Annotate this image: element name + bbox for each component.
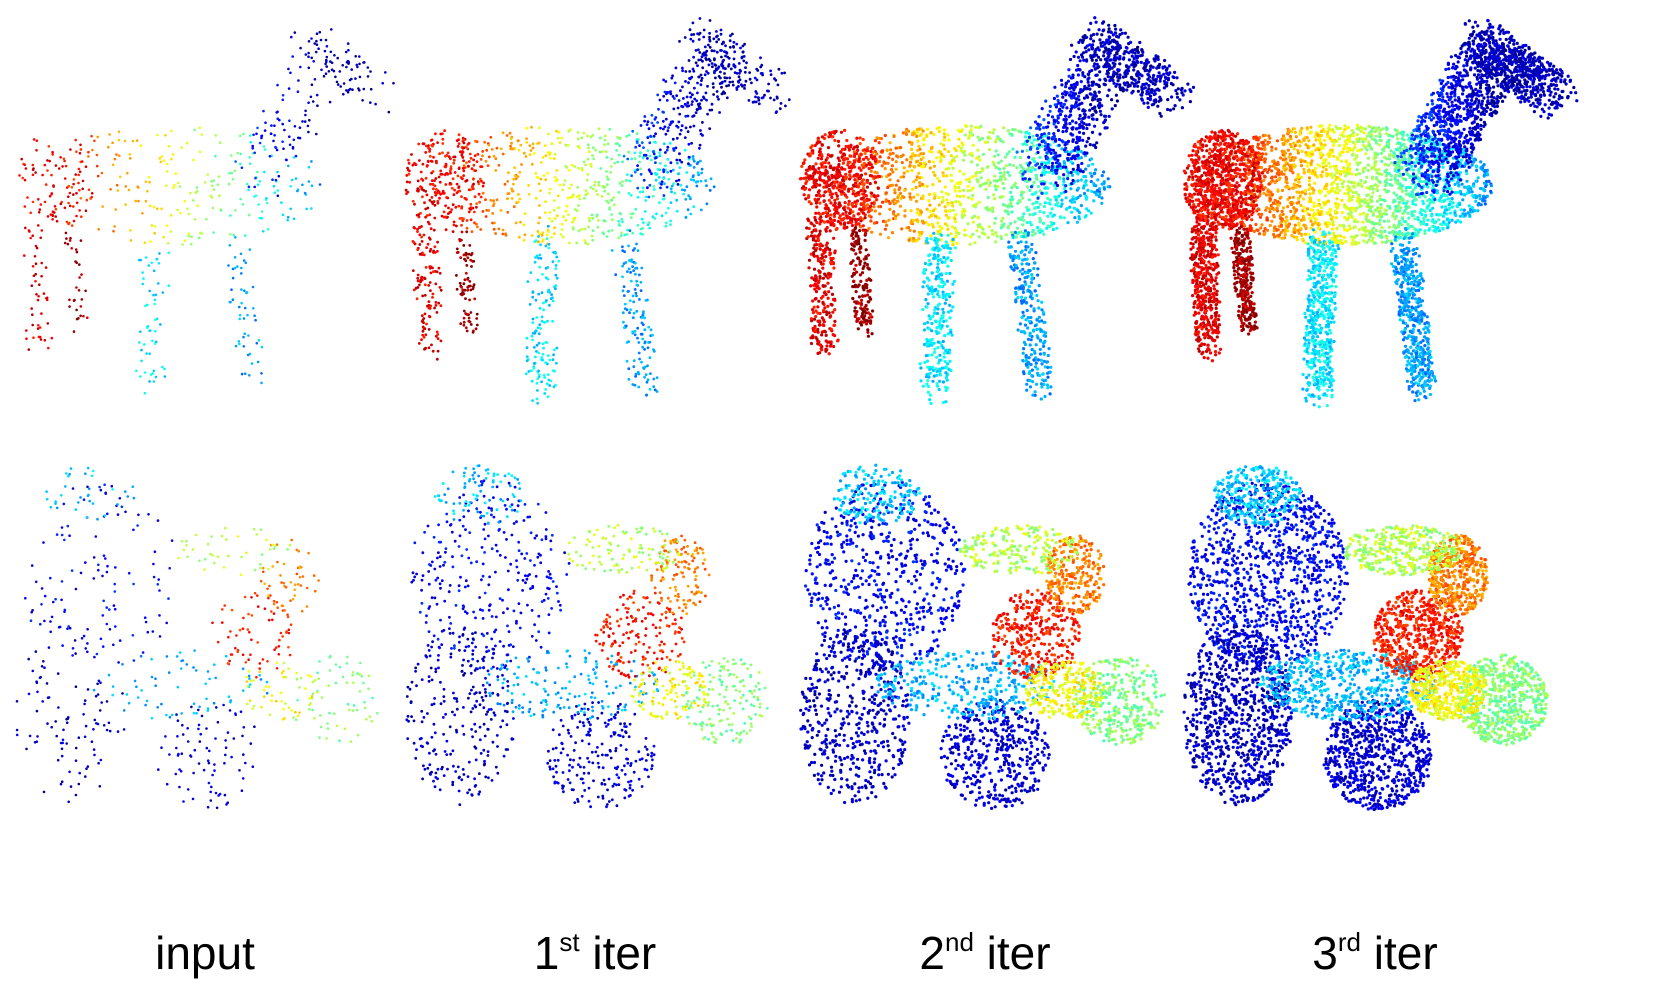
part-iter2-pointcloud — [799, 463, 1166, 810]
horse-iter3-pointcloud — [1182, 18, 1579, 409]
caption-iter-1: 1st iter — [430, 929, 760, 976]
horse-points — [404, 17, 791, 405]
part-points — [15, 466, 379, 810]
part-iter1-pointcloud — [405, 464, 769, 809]
part-points — [799, 463, 1166, 810]
horse-iter1-pointcloud — [404, 17, 791, 405]
part-points — [1182, 465, 1549, 812]
part-points — [405, 464, 769, 809]
part-input-pointcloud — [15, 466, 379, 810]
horse-points — [1182, 18, 1579, 409]
caption-input: input — [40, 930, 370, 976]
horse-input-pointcloud — [18, 28, 395, 395]
horse-iter2-pointcloud — [798, 16, 1196, 405]
caption-iter-2: 2nd iter — [820, 929, 1150, 976]
horse-points — [798, 16, 1196, 405]
horse-points — [18, 28, 395, 395]
caption-iter-3: 3rd iter — [1210, 929, 1540, 976]
part-iter3-pointcloud — [1182, 465, 1549, 812]
